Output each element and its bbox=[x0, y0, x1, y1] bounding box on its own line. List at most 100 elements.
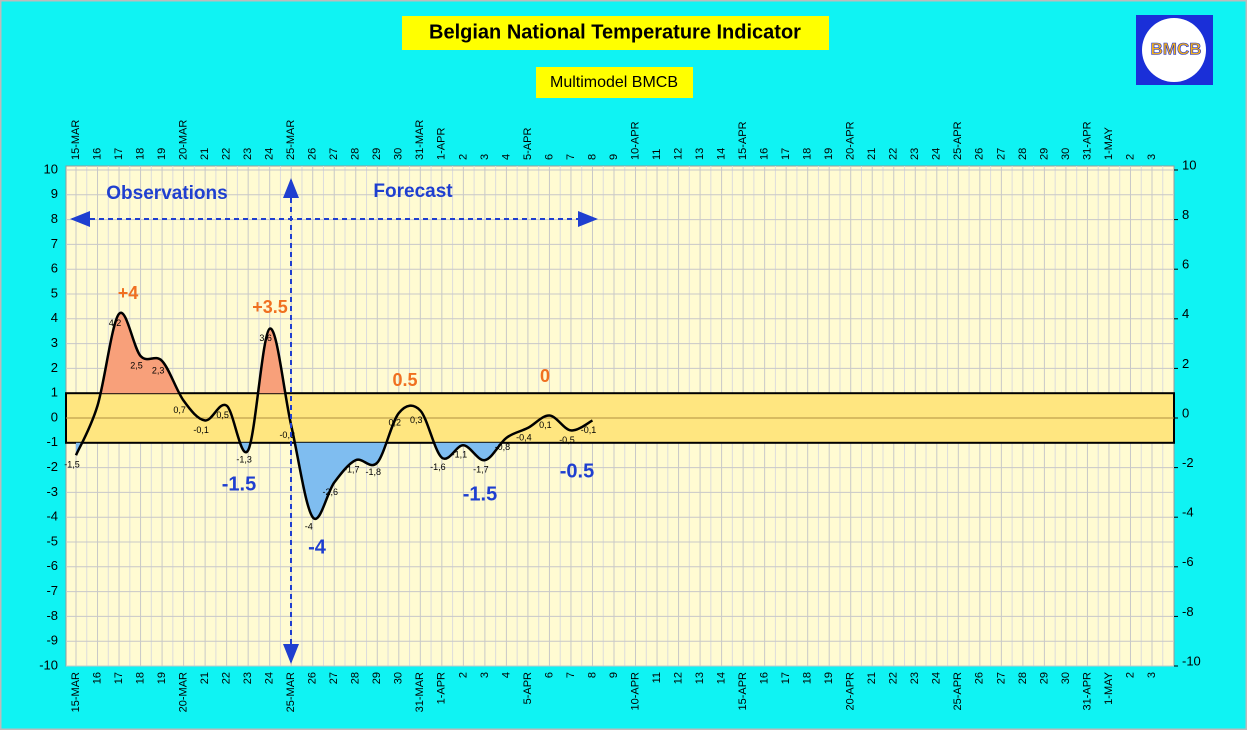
annotation: Forecast bbox=[373, 181, 453, 202]
value-label: 0,7 bbox=[173, 405, 186, 415]
y-tick-label: -4 bbox=[46, 509, 58, 524]
y-tick-label: 5 bbox=[51, 285, 58, 300]
x-tick-label-bottom: 26 bbox=[974, 672, 986, 684]
x-tick-label-bottom: 11 bbox=[651, 672, 663, 683]
x-tick-label-bottom: 30 bbox=[393, 672, 405, 684]
x-tick-label-bottom: 2 bbox=[1124, 672, 1136, 678]
annotation: -4 bbox=[308, 536, 327, 558]
x-tick-label-bottom: 27 bbox=[328, 672, 340, 684]
x-tick-label-bottom: 31-MAR bbox=[414, 672, 426, 712]
value-label: 2,5 bbox=[130, 360, 143, 370]
y2-tick-label: -8 bbox=[1182, 604, 1194, 619]
annotation: 0.5 bbox=[392, 370, 417, 390]
y2-tick-label: 6 bbox=[1182, 257, 1189, 272]
y2-tick-label: -10 bbox=[1182, 653, 1201, 668]
x-tick-label-top: 22 bbox=[221, 148, 233, 160]
x-tick-label-bottom: 19 bbox=[156, 672, 168, 684]
x-tick-label-bottom: 24 bbox=[264, 672, 276, 684]
x-tick-label-top: 11 bbox=[651, 149, 663, 160]
x-tick-label-top: 3 bbox=[479, 154, 491, 160]
x-tick-label-top: 22 bbox=[888, 148, 900, 160]
value-label: -1,6 bbox=[430, 462, 446, 472]
x-tick-label-top: 2 bbox=[457, 154, 469, 160]
x-tick-label-bottom: 21 bbox=[866, 672, 878, 684]
x-tick-label-top: 20-MAR bbox=[178, 120, 190, 160]
x-tick-label-bottom: 5-APR bbox=[522, 672, 534, 704]
value-label: 0,3 bbox=[410, 415, 423, 425]
x-tick-label-top: 7 bbox=[565, 154, 577, 160]
x-tick-label-bottom: 10-APR bbox=[629, 672, 641, 711]
annotation: 0 bbox=[540, 366, 550, 386]
x-tick-label-top: 16 bbox=[91, 148, 103, 160]
y2-tick-label: -4 bbox=[1182, 505, 1194, 520]
x-tick-label-top: 21 bbox=[866, 148, 878, 160]
x-tick-label-top: 6 bbox=[543, 154, 555, 160]
y-tick-label: 10 bbox=[44, 161, 58, 176]
labels: 15-MAR15-MAR161617171818191920-MAR20-MAR… bbox=[39, 120, 1201, 713]
x-tick-label-bottom: 30 bbox=[1060, 672, 1072, 684]
x-tick-label-bottom: 23 bbox=[909, 672, 921, 684]
x-tick-label-bottom: 21 bbox=[199, 672, 211, 684]
x-tick-label-top: 1-MAY bbox=[1103, 127, 1115, 160]
y2-tick-label: -6 bbox=[1182, 554, 1194, 569]
x-tick-label-top: 26 bbox=[307, 148, 319, 160]
annotation: Observations bbox=[106, 183, 227, 204]
annotation: -1.5 bbox=[463, 483, 497, 505]
x-tick-label-top: 27 bbox=[328, 148, 340, 160]
x-tick-label-bottom: 7 bbox=[565, 672, 577, 678]
x-tick-label-bottom: 20-MAR bbox=[178, 672, 190, 712]
x-tick-label-bottom: 25-MAR bbox=[285, 672, 297, 712]
y2-tick-label: 4 bbox=[1182, 306, 1189, 321]
x-tick-label-bottom: 22 bbox=[888, 672, 900, 684]
x-tick-label-bottom: 3 bbox=[479, 672, 491, 678]
x-tick-label-top: 23 bbox=[909, 148, 921, 160]
y-tick-label: -10 bbox=[39, 657, 58, 672]
logo-circle bbox=[1142, 18, 1206, 82]
x-tick-label-bottom: 17 bbox=[113, 672, 125, 684]
x-tick-label-bottom: 27 bbox=[995, 672, 1007, 684]
y-tick-label: -8 bbox=[46, 608, 58, 623]
marks bbox=[65, 311, 1175, 521]
x-tick-label-top: 3 bbox=[1146, 154, 1158, 160]
x-tick-label-top: 21 bbox=[199, 148, 211, 160]
x-tick-label-top: 9 bbox=[608, 154, 620, 160]
value-label: -1,3 bbox=[236, 455, 252, 465]
y2-tick-label: 8 bbox=[1182, 207, 1189, 222]
y-tick-label: 2 bbox=[51, 360, 58, 375]
x-tick-label-top: 27 bbox=[995, 148, 1007, 160]
x-tick-label-bottom: 16 bbox=[91, 672, 103, 684]
x-tick-label-bottom: 3 bbox=[1146, 672, 1158, 678]
value-label: -1,5 bbox=[64, 460, 80, 470]
value-label: -2,6 bbox=[322, 487, 338, 497]
x-tick-label-top: 1-APR bbox=[436, 128, 448, 160]
x-tick-label-bottom: 4 bbox=[500, 672, 512, 678]
x-tick-label-top: 8 bbox=[586, 154, 598, 160]
x-tick-label-bottom: 23 bbox=[242, 672, 254, 684]
value-label: -1,8 bbox=[366, 467, 382, 477]
x-tick-label-bottom: 14 bbox=[716, 672, 728, 684]
y-tick-label: -5 bbox=[46, 533, 58, 548]
x-tick-label-bottom: 17 bbox=[780, 672, 792, 684]
value-label: -0,5 bbox=[559, 435, 575, 445]
y-tick-label: 9 bbox=[51, 186, 58, 201]
value-label: 0,2 bbox=[389, 417, 402, 427]
value-label: 2,3 bbox=[152, 365, 165, 375]
x-tick-label-top: 29 bbox=[1038, 148, 1050, 160]
y-tick-label: -6 bbox=[46, 558, 58, 573]
annotation: -1.5 bbox=[222, 473, 256, 495]
y2-tick-label: 2 bbox=[1182, 356, 1189, 371]
x-tick-label-top: 2 bbox=[1124, 154, 1136, 160]
x-tick-label-top: 19 bbox=[823, 148, 835, 160]
subtitle-box bbox=[536, 67, 693, 98]
x-tick-label-top: 13 bbox=[694, 148, 706, 160]
y-tick-label: -7 bbox=[46, 583, 58, 598]
x-tick-label-bottom: 1-APR bbox=[436, 672, 448, 704]
x-tick-label-top: 4 bbox=[500, 154, 512, 160]
x-tick-label-top: 28 bbox=[1017, 148, 1029, 160]
x-tick-label-bottom: 24 bbox=[931, 672, 943, 684]
annotation: +4 bbox=[118, 283, 139, 303]
y-tick-label: 3 bbox=[51, 335, 58, 350]
x-tick-label-bottom: 20-APR bbox=[845, 672, 857, 711]
